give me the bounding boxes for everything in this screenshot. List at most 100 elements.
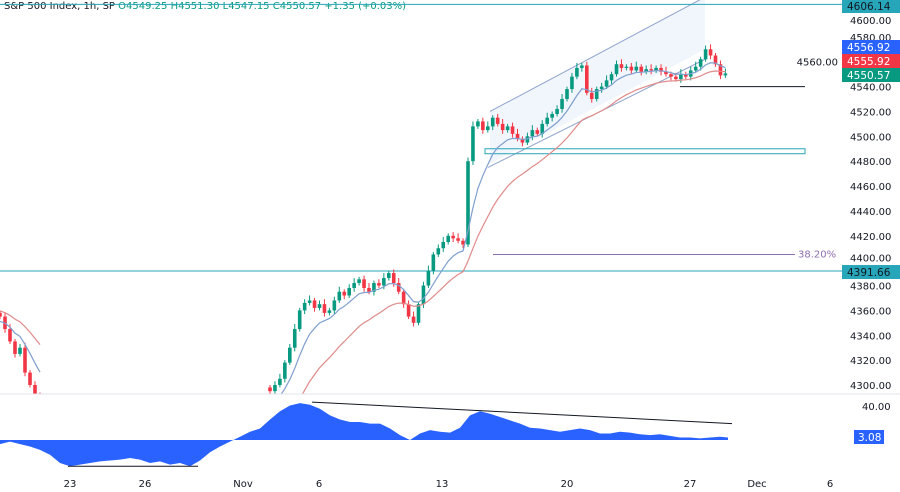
candle-body xyxy=(530,130,535,137)
candle-body xyxy=(515,133,520,139)
candle-body xyxy=(466,161,470,245)
candle-body xyxy=(362,279,366,289)
y-tick-label: 4420.00 xyxy=(850,232,891,243)
divergence-line xyxy=(311,401,733,425)
candle-body xyxy=(535,130,540,134)
candle-body xyxy=(540,123,545,134)
candle-body xyxy=(495,117,500,124)
candle-body xyxy=(292,329,297,348)
candle-body xyxy=(317,304,322,308)
candle-body xyxy=(575,67,579,77)
candle-body xyxy=(560,99,564,109)
candle-body xyxy=(268,387,272,392)
candle-body xyxy=(416,304,421,323)
candle-body xyxy=(436,248,441,255)
candle-body xyxy=(674,76,678,80)
candle-body xyxy=(654,67,658,71)
candle-body xyxy=(23,347,27,373)
y-tick-label: 4340.00 xyxy=(850,331,891,342)
candle-body xyxy=(604,80,609,87)
candle-body xyxy=(8,329,12,342)
candle-body xyxy=(693,66,698,71)
candle-body xyxy=(550,113,554,118)
level-tag xyxy=(842,265,900,280)
candle-body xyxy=(382,278,386,286)
candle-body xyxy=(342,291,347,296)
candle-body xyxy=(461,240,465,245)
candle-body xyxy=(639,66,644,72)
candle-body xyxy=(486,126,490,131)
candle-body xyxy=(33,384,37,394)
y-tick-label: 4480.00 xyxy=(850,157,891,168)
price-pane xyxy=(0,0,842,403)
candle-body xyxy=(679,74,683,80)
candle-body xyxy=(372,283,376,292)
candle-body xyxy=(38,397,42,403)
open-value: O4549.25 xyxy=(118,1,168,12)
candle-body xyxy=(510,126,515,134)
candle-body xyxy=(0,312,2,317)
x-tick-label: 27 xyxy=(684,479,697,490)
candle-body xyxy=(500,123,505,131)
candle-body xyxy=(644,69,648,72)
candle-body xyxy=(525,136,530,143)
candle-body xyxy=(446,235,450,243)
price-tag xyxy=(842,54,900,68)
candle-body xyxy=(723,73,728,76)
candle-body xyxy=(352,283,356,289)
candle-body xyxy=(28,372,32,385)
slow-ma-line xyxy=(301,70,726,394)
y-tick-label: 4320.00 xyxy=(850,356,891,367)
candle-body xyxy=(456,238,460,241)
price-tag xyxy=(842,40,900,54)
channel-upper-line xyxy=(489,0,701,112)
low-value: L4547.15 xyxy=(222,1,270,12)
y-tick-label: 4500.00 xyxy=(850,132,891,143)
candle-body xyxy=(708,49,713,56)
y-tick-label: 4540.00 xyxy=(850,83,891,94)
candle-body xyxy=(698,59,703,67)
candle-body xyxy=(401,291,406,305)
candle-body xyxy=(520,138,525,143)
candle-body xyxy=(490,117,495,127)
y-tick-label: 4580.00 xyxy=(850,33,891,44)
candle-body xyxy=(13,341,17,354)
price-tag-label: 4550.57 xyxy=(847,70,890,82)
y-tick-label: 4600.00 xyxy=(850,16,891,27)
candle-body xyxy=(580,65,584,68)
candle-body xyxy=(565,89,569,100)
candle-body xyxy=(357,279,361,284)
candle-body xyxy=(337,291,342,301)
level-tag xyxy=(842,0,900,13)
channel-fill xyxy=(490,0,705,164)
candle-body xyxy=(391,273,396,284)
candle-body xyxy=(619,64,624,68)
candle-body xyxy=(426,270,431,286)
candle-body xyxy=(288,347,292,363)
oscillator-area xyxy=(0,403,728,467)
candle-body xyxy=(545,117,549,124)
level-tag-label: 4391.66 xyxy=(847,267,891,279)
candle-body xyxy=(322,304,327,313)
candle-body xyxy=(347,288,351,296)
osc-value-tag xyxy=(854,430,884,444)
candle-body xyxy=(302,302,307,311)
symbol-label: S&P 500 Index, 1h, SP xyxy=(4,1,115,12)
x-tick-label: Nov xyxy=(233,479,253,490)
chart-title: S&P 500 Index, 1h, SP O4549.25 H4551.30 … xyxy=(4,1,406,12)
candle-body xyxy=(609,74,614,81)
close-value: C4550.57 xyxy=(272,1,322,12)
high-value: H4551.30 xyxy=(170,1,220,12)
candle-body xyxy=(297,310,302,330)
x-tick-label: 13 xyxy=(436,479,449,490)
x-tick-label: 6 xyxy=(316,479,322,490)
candle-body xyxy=(481,121,485,131)
price-tag-label: 4555.92 xyxy=(847,56,890,68)
candle-body xyxy=(451,235,455,239)
fib-label: 38.20% xyxy=(798,249,836,260)
candle-body xyxy=(599,86,604,90)
x-tick-label: 26 xyxy=(139,479,152,490)
candle-body xyxy=(713,55,718,65)
candle-body xyxy=(406,304,411,317)
